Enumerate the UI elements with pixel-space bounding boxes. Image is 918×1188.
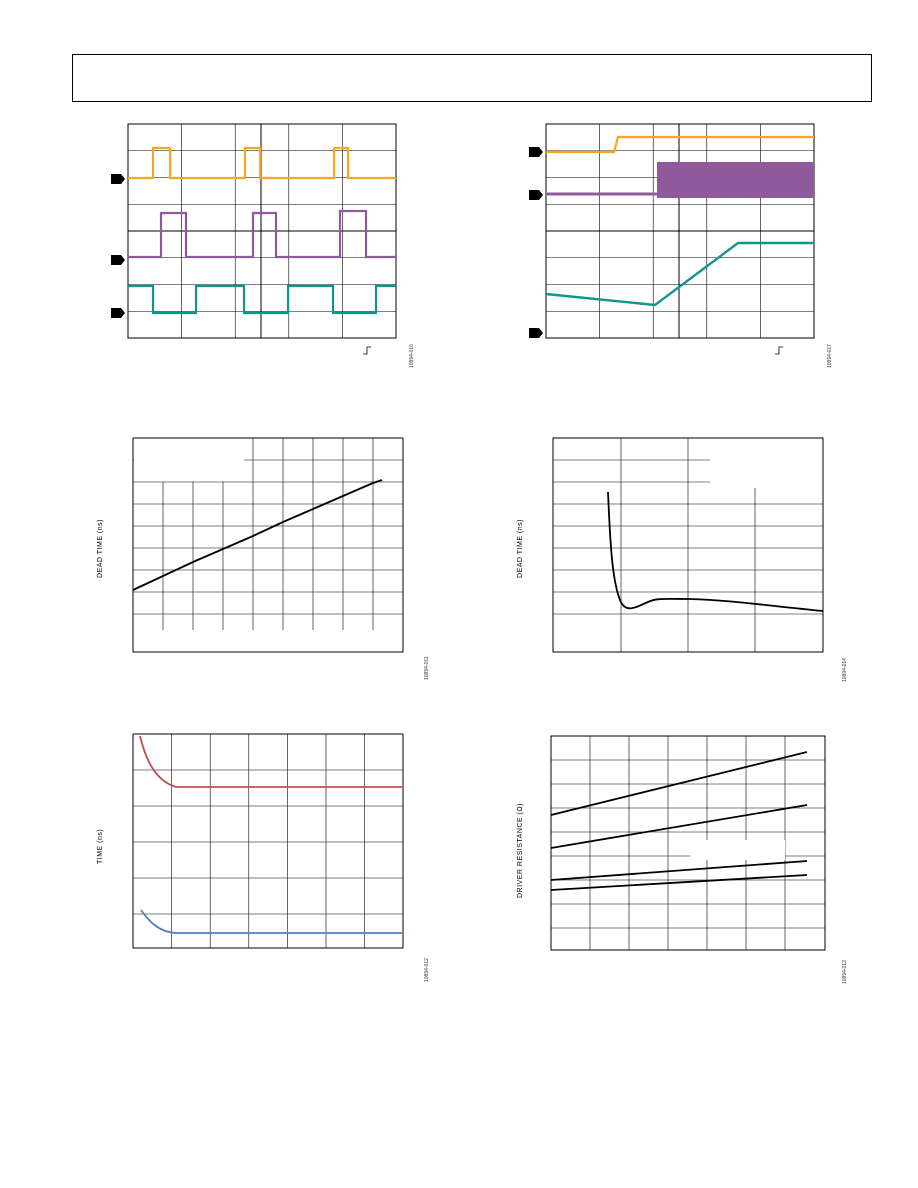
scope-1-ch1-marker (111, 174, 125, 184)
scope-2-trigger-icon (775, 346, 783, 355)
scope-2-grid (545, 123, 815, 339)
time-plot-blue-curve (140, 909, 403, 934)
scope-plot-2 (529, 123, 815, 355)
figure-id-3: 10894-011 (424, 656, 430, 680)
time-plot-y-axis-label: TIME (ns) (97, 828, 104, 864)
driver-resistance-legend-area (690, 840, 785, 860)
scope-1-trigger-icon (363, 346, 371, 355)
scope-1-purple-trace (128, 209, 396, 259)
dead-time-2-grid (552, 437, 824, 653)
scope-2-ch1-marker (529, 147, 543, 157)
scope-2-ch3-marker (529, 328, 543, 338)
scope-1-ch3-marker (111, 308, 125, 318)
scope-1-grid (127, 123, 397, 339)
page-header-box (72, 54, 872, 102)
figure-id-6: 10894-013 (842, 960, 848, 984)
figure-id-4: 10894-014 (842, 658, 848, 682)
figure-id-1: 10894-016 (409, 344, 415, 368)
scope-2-traces (545, 135, 814, 307)
scope-2-teal-trace (545, 241, 814, 307)
figure-id-5: 10894-012 (424, 958, 430, 982)
scope-2-purple-switching-band (657, 162, 814, 198)
scope-1-orange-trace (128, 146, 396, 180)
scope-1-traces (128, 146, 396, 315)
scope-1-teal-trace (128, 284, 396, 315)
figure-id-2: 10894-017 (827, 344, 833, 368)
dead-time-1-grid (132, 437, 404, 653)
scope-2-ch2-marker (529, 190, 543, 200)
scope-1-channel-markers (111, 174, 125, 318)
dead-time-1-y-axis-label: DEAD TIME (ns) (97, 519, 104, 578)
time-plot (132, 733, 404, 949)
scope-plot-1 (111, 123, 397, 355)
dead-time-plot-1 (132, 437, 404, 653)
scope-2-channel-markers (529, 147, 543, 338)
driver-resistance-curves (550, 751, 808, 891)
scope-2-orange-trace (546, 135, 814, 154)
dead-time-1-legend-area (134, 452, 244, 480)
driver-resistance-line-3 (550, 860, 808, 881)
driver-resistance-line-4 (550, 874, 808, 891)
time-plot-grid (132, 733, 404, 949)
dead-time-2-curve (607, 491, 824, 612)
driver-resistance-plot (550, 735, 826, 951)
dead-time-plot-2 (552, 437, 824, 653)
driver-resistance-y-axis-label: DRIVER RESISTANCE (Ω) (517, 803, 524, 898)
time-plot-red-curve (139, 735, 403, 788)
scope-1-ch2-marker (111, 255, 125, 265)
driver-resistance-line-1 (550, 751, 808, 816)
dead-time-1-curve (132, 479, 383, 591)
driver-resistance-line-2 (550, 804, 808, 849)
dead-time-2-y-axis-label: DEAD TIME (ns) (517, 519, 524, 578)
